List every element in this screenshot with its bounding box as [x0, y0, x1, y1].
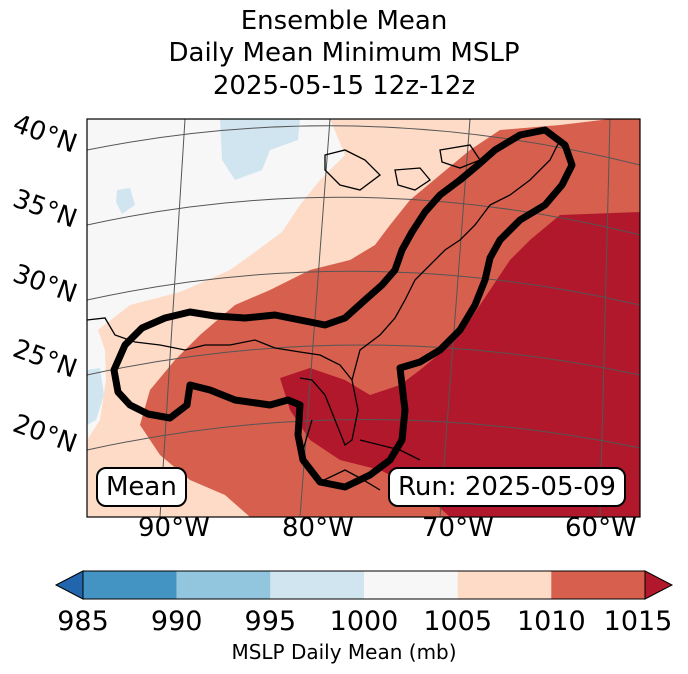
pressure-band-995-1000 [116, 188, 135, 214]
colorbar-tick-1000: 1000 [329, 606, 399, 637]
map-frame [86, 118, 641, 518]
title-line-1: Ensemble Mean [240, 6, 448, 36]
colorbar [54, 570, 674, 600]
colorbar-segment-1005-1010 [457, 571, 552, 599]
title-line-3: 2025-05-15 12z-12z [212, 71, 476, 101]
run-date-box: Run: 2025-05-09 [388, 467, 626, 507]
colorbar-tick-995: 995 [244, 606, 297, 637]
colorbar-outline [82, 570, 646, 600]
colorbar-label: MSLP Daily Mean (mb) [231, 640, 457, 664]
colorbar-low-extension [54, 570, 84, 600]
longitude-gridlines [159, 119, 611, 517]
map-area [87, 119, 640, 517]
colorbar-segment-1010-1015 [551, 571, 645, 599]
pressure-band-995-1000 [220, 119, 300, 180]
lon-label-70w: 70°W [422, 513, 494, 543]
lon-label-60w: 60°W [565, 513, 637, 543]
colorbar-segment-985-990 [83, 571, 177, 599]
colorbar-segment-1000-1005 [364, 571, 458, 599]
colorbar-segment-995-1000 [270, 571, 364, 599]
colorbar-tick-1010: 1010 [516, 606, 586, 637]
colorbar-tick-985: 985 [57, 606, 109, 637]
colorbar-tick-990: 990 [150, 606, 203, 637]
threshold-contour [110, 126, 576, 491]
mean-label-box: Mean [96, 467, 187, 507]
colorbar-tick-1015: 1015 [603, 606, 673, 637]
title-line-2: Daily Mean Minimum MSLP [168, 38, 520, 68]
lon-label-90w: 90°W [138, 513, 210, 543]
colorbar-high-extension [644, 570, 674, 600]
pressure-band-above-1015 [280, 212, 640, 517]
pressure-band-995-1000 [87, 368, 104, 425]
lon-label-80w: 80°W [282, 513, 354, 543]
colorbar-tick-1005: 1005 [423, 606, 493, 637]
colorbar-segment-990-995 [176, 571, 271, 599]
